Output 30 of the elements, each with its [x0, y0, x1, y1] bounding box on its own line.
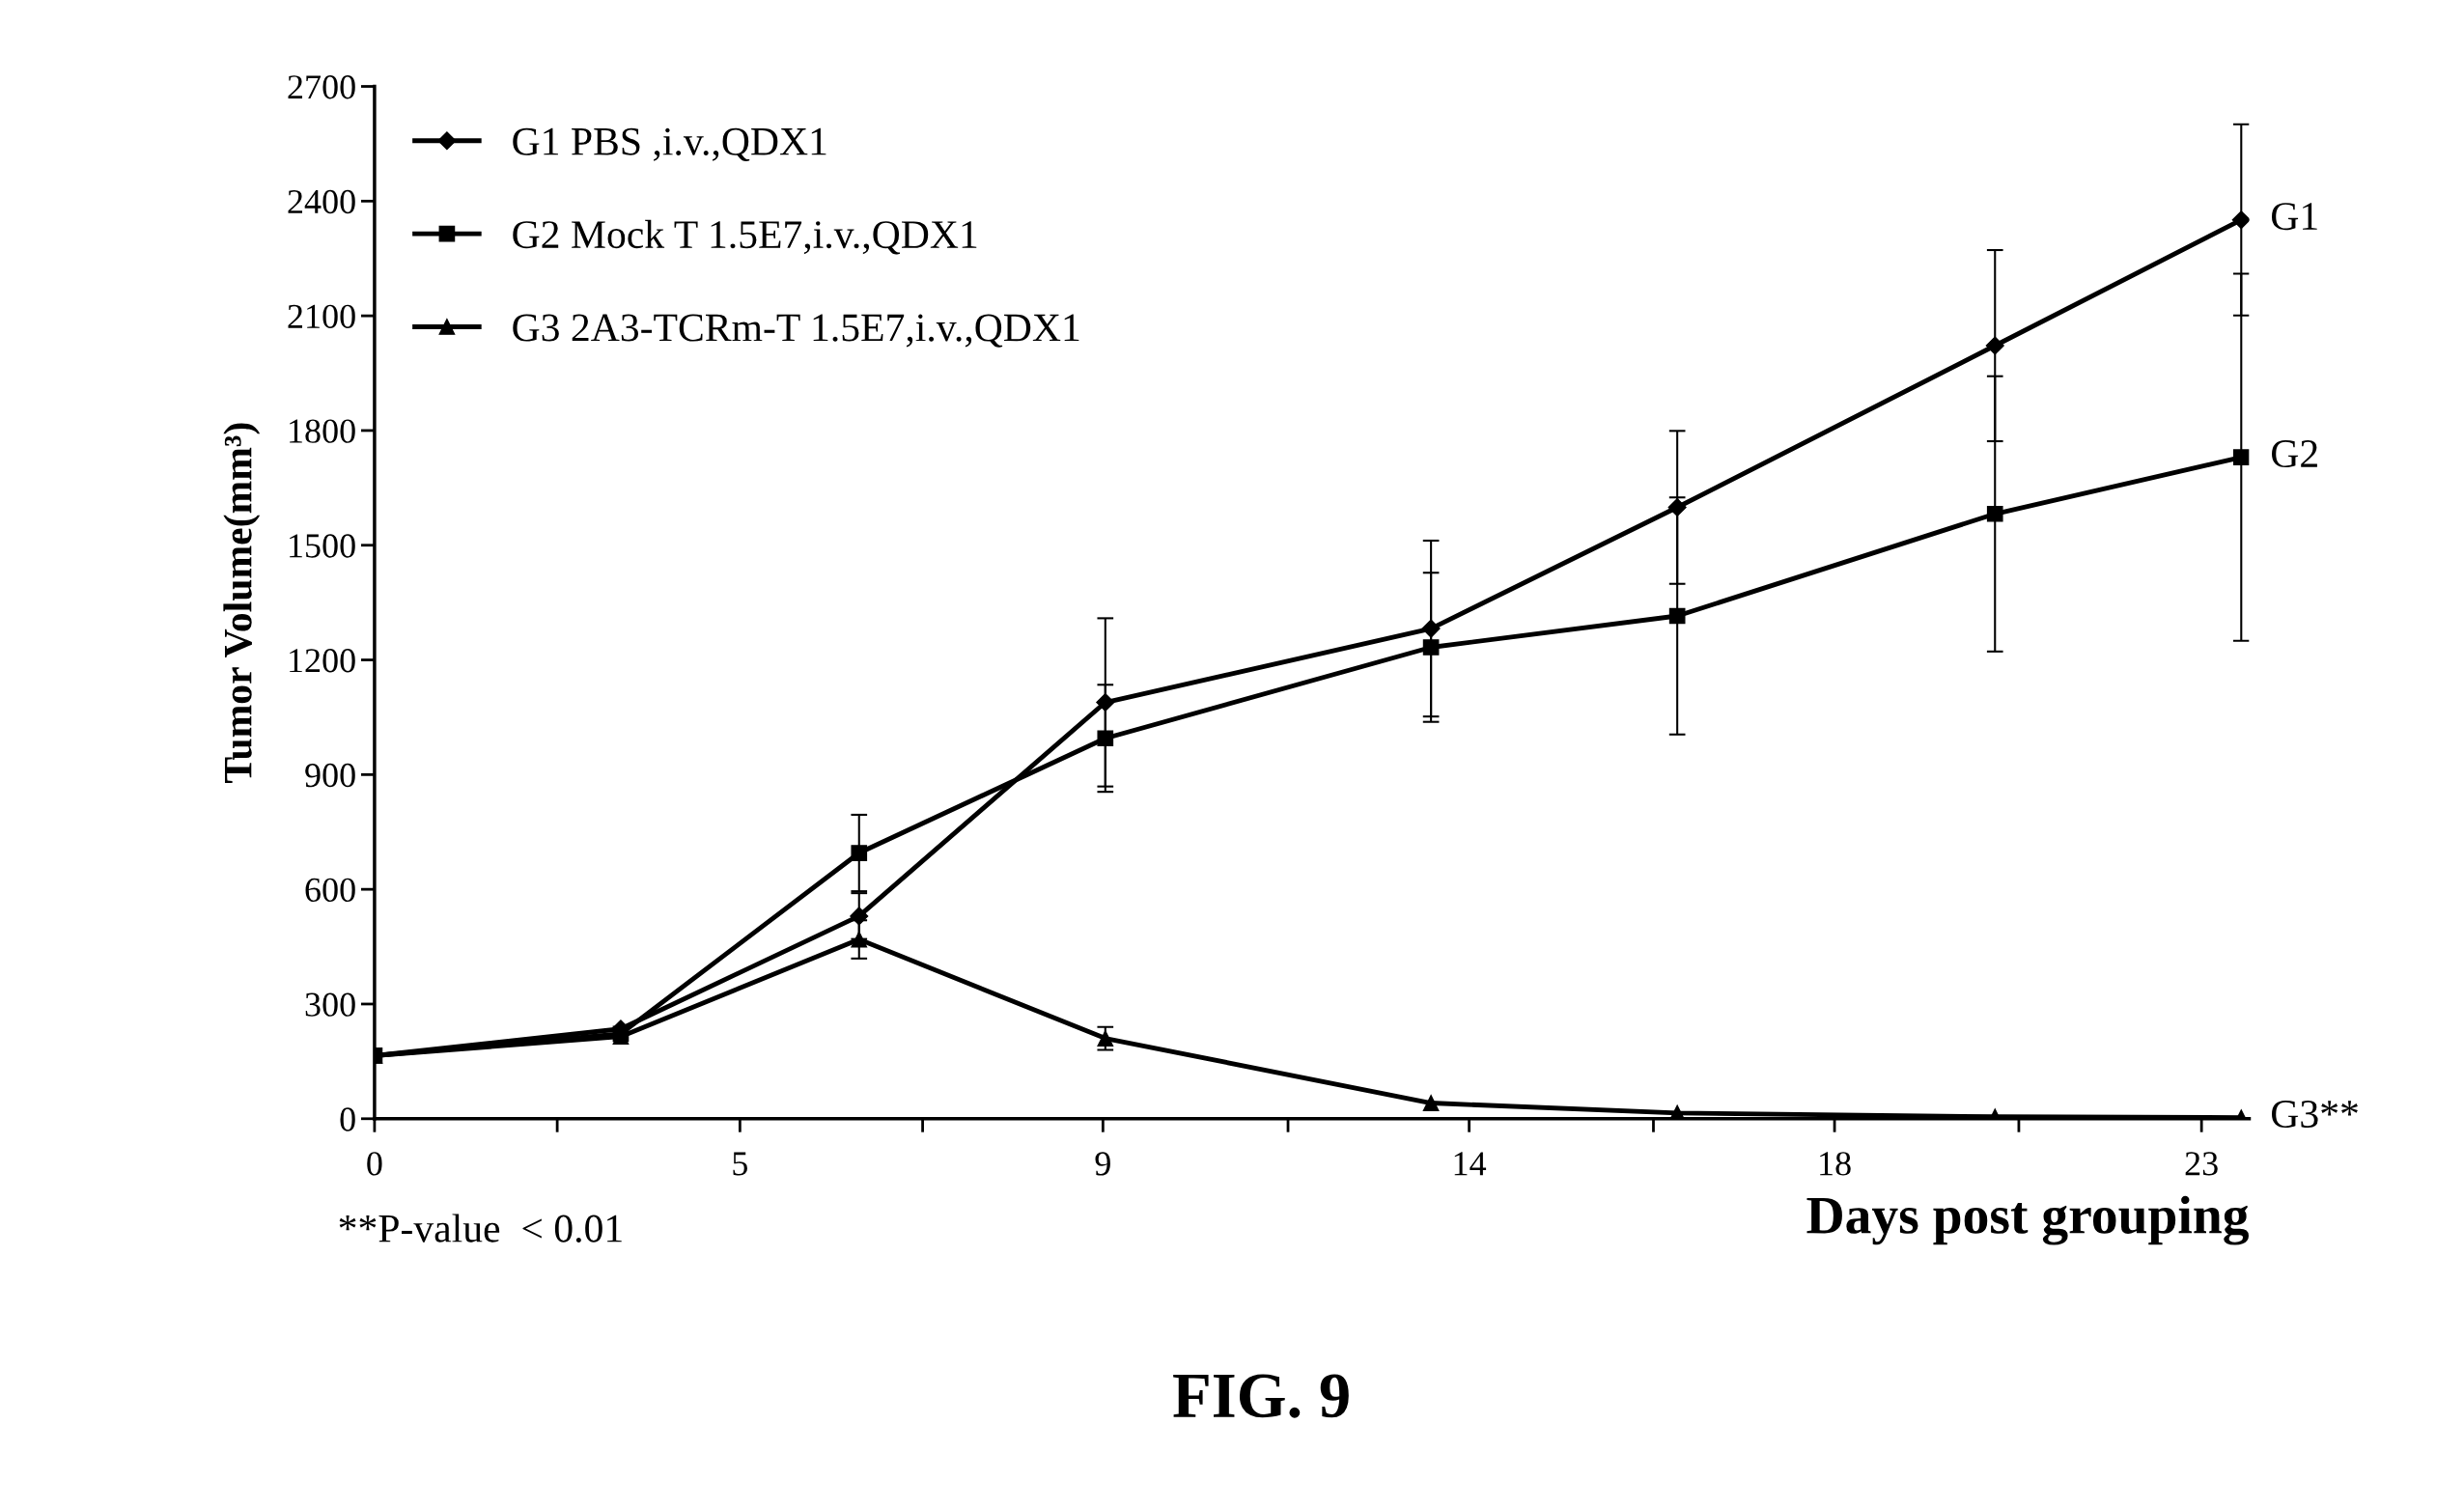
text: G2	[2272, 440, 2317, 468]
y-tick-label: 1200	[290, 649, 355, 673]
legend-label: G2 Mock T 1.5E7,i.v.,QDX1	[513, 219, 977, 255]
caption: FIG. 9	[1173, 1374, 1349, 1418]
y-tick-label: 2100	[288, 304, 355, 329]
y-tick-label: 2700	[288, 75, 355, 99]
x-tick-label: 0	[367, 1152, 382, 1176]
y-tick-label: 2400	[288, 189, 355, 214]
y-tick-label: 600	[305, 878, 355, 903]
x-tick-label: 14	[1454, 1152, 1487, 1176]
point	[1986, 505, 2003, 522]
point	[1097, 730, 1114, 747]
text: G3**	[2272, 1101, 2358, 1129]
legend-label: G3 2A3-TCRm-T 1.5E7,i.v.,QDX1	[513, 314, 1079, 348]
x-tick-label: 9	[1095, 1152, 1110, 1176]
y-tick-label: 1800	[290, 419, 355, 443]
x-tick-label: 18	[1820, 1152, 1851, 1176]
x-tick-label: 23	[2185, 1152, 2218, 1176]
y-tick-label: 1500	[290, 534, 355, 558]
point	[1422, 1095, 1440, 1111]
x-tick-label: 5	[733, 1152, 747, 1176]
text: **P-value < 0.01	[339, 1214, 622, 1243]
y-tick-label: 900	[305, 763, 355, 788]
y-tick-label: 0	[340, 1107, 355, 1131]
text: G1	[2272, 203, 2317, 231]
x-axis-title: Days post grouping	[1806, 1195, 2249, 1245]
point	[851, 845, 868, 861]
y-tick-label: 300	[305, 992, 355, 1017]
y-axis-title: Tumor Volume(mm³)	[223, 423, 261, 783]
legend-label: G1 PBS ,i.v.,QDX1	[513, 127, 826, 162]
